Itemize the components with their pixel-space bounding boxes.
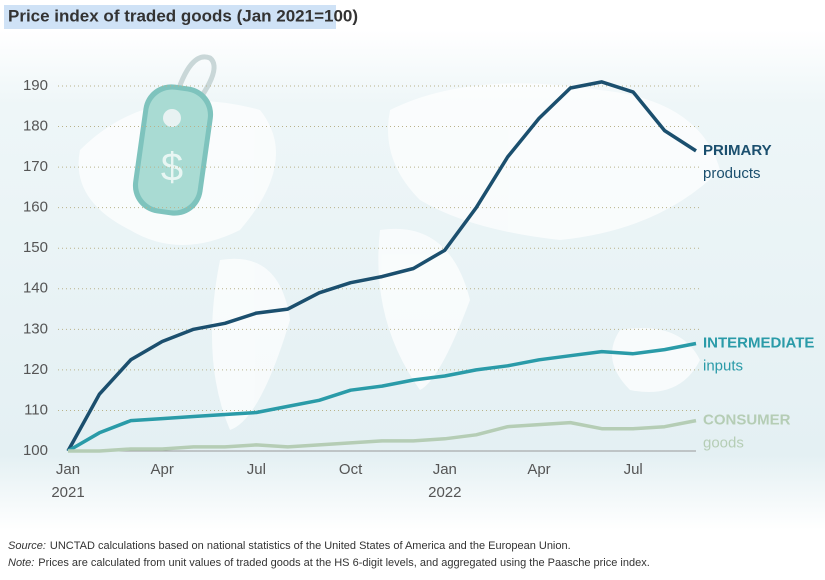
x-tick-label: Jan 2022	[428, 461, 461, 501]
footnote-text: Prices are calculated from unit values o…	[38, 557, 649, 569]
title-highlight	[4, 5, 336, 29]
y-tick-label: 150	[23, 239, 48, 256]
x-tick-label: Jan 2021	[51, 461, 84, 501]
y-tick-label: 190	[23, 77, 48, 94]
legend-label: INTERMEDIATE	[703, 334, 814, 351]
y-tick-label: 160	[23, 199, 48, 216]
footnote: Source: UNCTAD calculations based on nati…	[8, 540, 571, 552]
footnote: Note: Prices are calculated from unit val…	[8, 557, 650, 569]
footnote-label: Note:	[8, 557, 34, 569]
y-tick-label: 140	[23, 280, 48, 297]
x-tick-label: Jul	[247, 461, 266, 478]
x-tick-label: Oct	[339, 461, 363, 478]
series-line	[68, 418, 697, 453]
legend-label: CONSUMER	[703, 412, 791, 429]
y-tick-label: 130	[23, 320, 48, 337]
footnotes: Source: UNCTAD calculations based on nati…	[8, 540, 650, 569]
series-line	[67, 341, 697, 453]
y-tick-label: 170	[23, 158, 48, 175]
chart-title: Price index of traded goods (Jan 2021=10…	[8, 6, 358, 25]
y-tick-label: 180	[23, 118, 48, 135]
legend-label: PRIMARY	[703, 142, 772, 159]
x-tick-label: Jul	[624, 461, 643, 478]
y-tick-label: 120	[23, 361, 48, 378]
footnote-text: UNCTAD calculations based on national st…	[50, 540, 571, 552]
legend-sublabel: inputs	[703, 357, 743, 374]
series-line	[66, 80, 697, 452]
footnote-label: Source:	[8, 540, 46, 552]
x-tick-label: Apr	[527, 461, 550, 478]
y-tick-label: 100	[23, 442, 48, 459]
x-tick-label: Apr	[151, 461, 174, 478]
legend-sublabel: goods	[703, 435, 744, 452]
y-tick-label: 110	[24, 401, 48, 418]
legend-sublabel: products	[703, 165, 761, 182]
price-tag-icon: $	[132, 54, 217, 216]
svg-text:$: $	[161, 146, 183, 190]
